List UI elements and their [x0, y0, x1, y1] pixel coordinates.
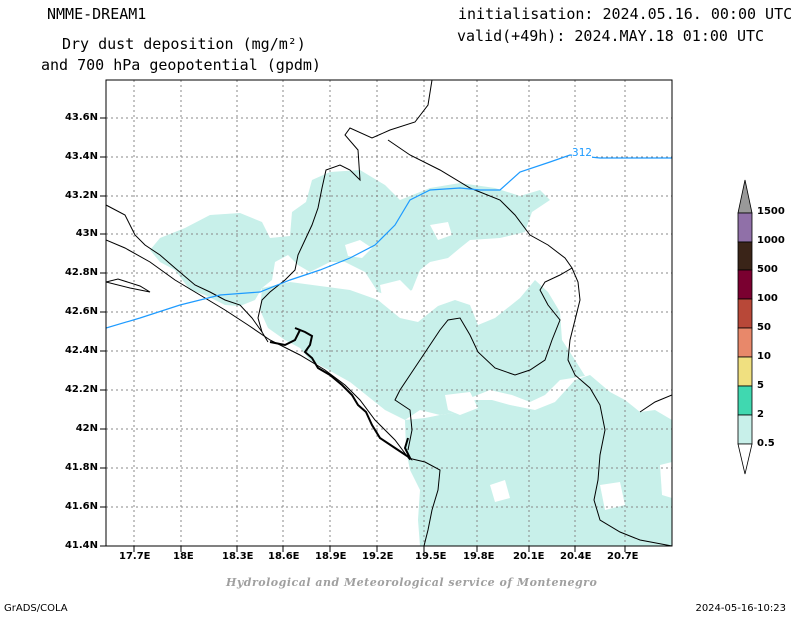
legend-bottom-arrow [738, 444, 752, 474]
legend-label: 1000 [757, 235, 785, 246]
lon-tick-label: 20.4E [560, 551, 592, 562]
island-1 [106, 279, 150, 292]
lon-tick-label: 18.3E [222, 551, 254, 562]
legend-swatch-5 [738, 386, 752, 415]
lon-tick-label: 19.2E [362, 551, 394, 562]
lon-tick-label: 20.1E [513, 551, 545, 562]
lat-tick-label: 42.6N [65, 306, 98, 317]
lon-tick-label: 19.8E [463, 551, 495, 562]
legend-swatch-50 [738, 328, 752, 357]
legend-swatch-10 [738, 357, 752, 386]
legend-label: 2 [757, 409, 764, 420]
lat-tick-label: 42.4N [65, 345, 98, 356]
lon-tick-label: 19.5E [415, 551, 447, 562]
lat-tick-label: 42N [76, 423, 98, 434]
legend-swatch-2 [738, 415, 752, 444]
lon-tick-label: 18.9E [315, 551, 347, 562]
legend-label: 5 [757, 380, 764, 391]
legend-label: 500 [757, 264, 778, 275]
legend-swatch-1000 [738, 242, 752, 270]
legend-colorbar [738, 180, 752, 474]
legend-label: 100 [757, 293, 778, 304]
legend-top-arrow [738, 180, 752, 213]
lat-tick-label: 41.6N [65, 501, 98, 512]
credit-text: Hydrological and Meteorological service … [226, 576, 597, 589]
lon-tick-label: 18.6E [268, 551, 300, 562]
legend-label: 10 [757, 351, 771, 362]
lat-tick-label: 43.2N [65, 190, 98, 201]
contour-label-312: 312 [572, 146, 592, 159]
legend-label: 1500 [757, 206, 785, 217]
footer-timestamp: 2024-05-16-10:23 [695, 603, 786, 614]
footer-software: GrADS/COLA [4, 603, 68, 614]
lat-tick-label: 41.4N [65, 540, 98, 551]
lat-tick-label: 42.8N [65, 267, 98, 278]
dust-shading [150, 170, 672, 546]
lat-tick-label: 43.4N [65, 151, 98, 162]
legend-label: 50 [757, 322, 771, 333]
lat-tick-label: 43.6N [65, 112, 98, 123]
dust-region-central [260, 280, 585, 420]
legend-swatch-500 [738, 270, 752, 299]
legend-swatch-1500 [738, 213, 752, 242]
lon-tick-label: 20.7E [607, 551, 639, 562]
legend-swatch-100 [738, 299, 752, 328]
lon-tick-label: 17.7E [119, 551, 151, 562]
lat-tick-label: 41.8N [65, 462, 98, 473]
lat-tick-label: 42.2N [65, 384, 98, 395]
legend-label: 0.5 [757, 438, 775, 449]
lon-tick-label: 18E [173, 551, 194, 562]
lat-tick-label: 43N [76, 228, 98, 239]
border-east [640, 395, 672, 412]
